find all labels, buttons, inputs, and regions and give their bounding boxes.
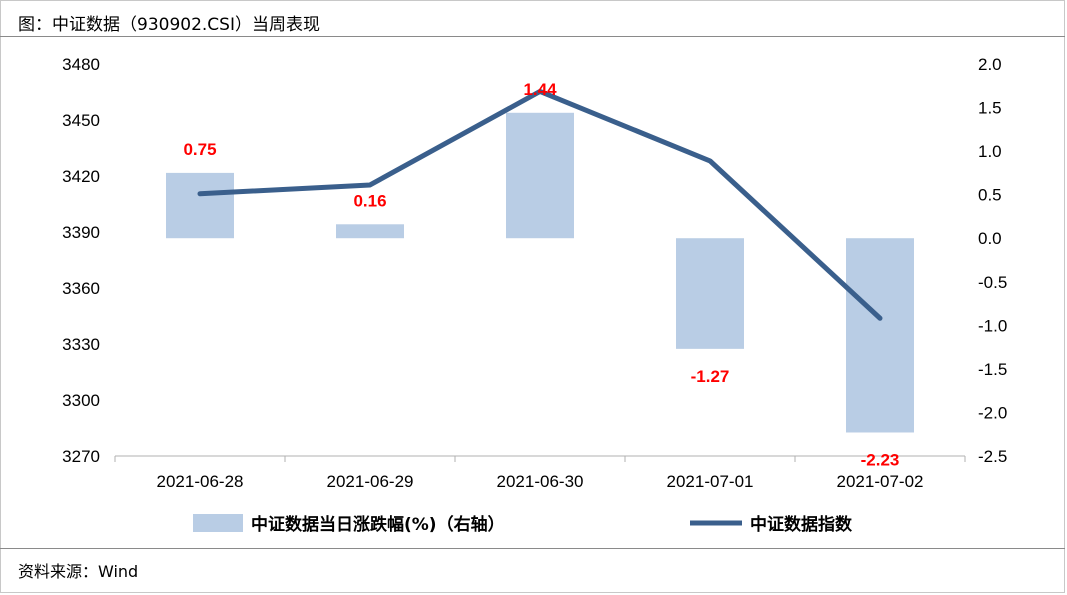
left-tick-label: 3450 [62,111,100,130]
data-label: -2.23 [861,450,900,469]
left-tick-label: 3390 [62,223,100,242]
bar [676,238,744,349]
bar [336,224,404,239]
chart-title: 图：中证数据（930902.CSI）当周表现 [18,15,320,35]
left-tick-label: 3270 [62,447,100,466]
left-tick-label: 3360 [62,279,100,298]
bar-series [166,112,914,433]
data-label: 0.75 [183,140,216,159]
legend-label-bar: 中证数据当日涨跌幅(%)（右轴） [251,514,505,535]
left-tick-label: 3420 [62,167,100,186]
bar [506,112,574,239]
x-axis: 2021-06-28 2021-06-29 2021-06-30 2021-07-01… [114,455,966,491]
left-tick-label: 3330 [62,335,100,354]
legend-swatch-bar [193,514,243,532]
data-label: 1.44 [523,80,557,99]
right-tick-label: 0.5 [978,186,1002,205]
left-tick-label: 3480 [62,55,100,74]
right-tick-label: -1.5 [978,360,1007,379]
right-tick-label: 0.0 [978,229,1002,248]
right-tick-label: -0.5 [978,273,1007,292]
right-tick-label: -2.5 [978,447,1007,466]
legend-label-line: 中证数据指数 [750,514,853,535]
left-tick-label: 3300 [62,391,100,410]
bar [846,238,914,433]
x-tick-label: 2021-06-29 [327,472,414,491]
index-line [197,88,883,321]
right-tick-label: 1.5 [978,99,1002,118]
line-series [197,88,883,321]
x-tick-label: 2021-06-28 [157,472,244,491]
right-tick-label: -1.0 [978,316,1007,335]
right-tick-label: 2.0 [978,55,1002,74]
source-note: 资料来源：Wind [18,562,139,581]
right-tick-label: 1.0 [978,142,1002,161]
source-divider [0,548,1065,549]
bar [166,172,234,239]
right-tick-label: -2.0 [978,403,1007,422]
right-axis-ticks: -2.5 -2.0 -1.5 -1.0 -0.5 0.0 0.5 1.0 1.5 2.0 [978,55,1007,466]
left-axis-ticks: 3270 3300 3330 3360 3390 3420 3450 3480 [62,55,100,466]
x-tick-label: 2021-07-02 [837,472,924,491]
data-label: -1.27 [691,367,730,386]
x-tick-label: 2021-07-01 [667,472,754,491]
x-tick-label: 2021-06-30 [497,472,584,491]
title-divider [0,36,1065,37]
data-labels: 0.75 0.16 1.44 -1.27 -2.23 [183,80,899,470]
legend: 中证数据当日涨跌幅(%)（右轴） 中证数据指数 [193,514,853,535]
data-label: 0.16 [353,191,386,210]
